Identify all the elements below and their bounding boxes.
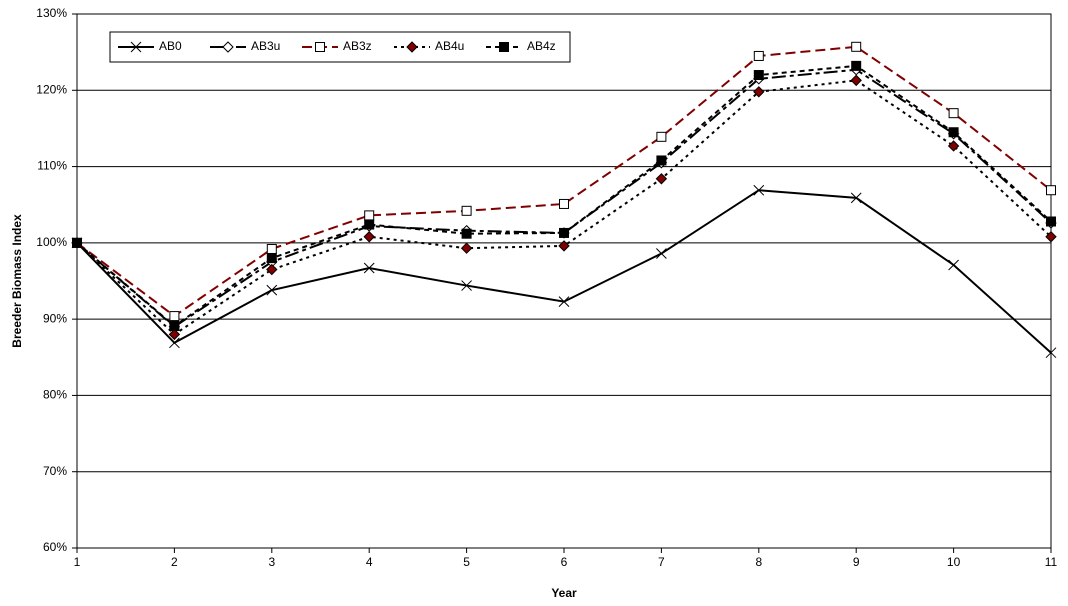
data-point <box>1046 216 1056 227</box>
data-point <box>363 262 375 274</box>
data-point <box>461 205 472 216</box>
x-tick-label: 3 <box>268 555 275 569</box>
data-point <box>753 70 764 81</box>
data-point <box>266 263 278 276</box>
y-tick-label: 110% <box>37 159 67 173</box>
data-point <box>948 259 959 271</box>
data-point <box>168 328 181 341</box>
data-point <box>656 248 667 259</box>
legend-marker <box>315 42 325 52</box>
data-point <box>169 311 180 322</box>
series <box>72 41 1056 322</box>
data-point <box>753 50 764 61</box>
data-point <box>947 140 960 152</box>
data-point <box>558 240 570 252</box>
x-axis-title: Year <box>551 586 577 600</box>
data-point <box>363 231 375 243</box>
data-point <box>656 131 667 142</box>
legend: AB0 AB3u AB3z AB4u AB4z <box>109 31 571 63</box>
data-point <box>461 280 472 291</box>
data-point <box>1045 231 1057 243</box>
x-tick-label: 8 <box>755 555 762 569</box>
legend-box <box>109 31 571 63</box>
data-point <box>266 253 277 264</box>
data-point <box>948 127 959 138</box>
legend-marker <box>406 41 418 53</box>
y-tick-label: 70% <box>43 464 67 478</box>
data-point <box>364 219 375 230</box>
series-line <box>76 68 1052 329</box>
series-line <box>76 64 1052 328</box>
series <box>72 60 1056 332</box>
legend-label: AB4u <box>435 39 464 53</box>
data-point <box>1046 185 1056 196</box>
data-point <box>656 155 667 166</box>
x-tick-label: 4 <box>366 555 373 569</box>
y-axis-title: Breeder Biomass Index <box>10 214 24 348</box>
plot-frame <box>76 13 1052 549</box>
data-point <box>655 173 668 185</box>
data-point <box>850 192 862 204</box>
x-tick-label: 6 <box>561 555 568 569</box>
data-point <box>461 228 472 239</box>
legend-marker <box>130 41 142 53</box>
x-tick-label: 10 <box>947 555 961 569</box>
x-tick-label: 7 <box>658 555 665 569</box>
data-point <box>753 86 765 98</box>
y-tick-label: 130% <box>36 6 67 20</box>
x-tick-label: 5 <box>463 555 470 569</box>
series <box>71 184 1057 359</box>
data-point <box>169 337 180 349</box>
data-point <box>753 184 765 196</box>
data-point <box>851 41 862 52</box>
data-point <box>559 227 569 238</box>
y-tick-label: 80% <box>43 388 67 402</box>
x-tick-label: 2 <box>171 555 178 569</box>
data-point <box>851 60 862 71</box>
data-point <box>460 242 473 254</box>
data-point <box>266 284 278 296</box>
x-tick-label: 9 <box>853 555 860 569</box>
legend-label: AB0 <box>159 39 182 53</box>
y-tick-label: 90% <box>43 311 67 325</box>
data-point <box>1045 347 1057 359</box>
data-point <box>850 74 862 87</box>
x-tick-label: 11 <box>1045 555 1058 569</box>
data-point <box>266 243 277 254</box>
legend-marker <box>222 41 234 53</box>
series-line <box>76 189 1052 354</box>
legend-label: AB4z <box>527 39 556 53</box>
series <box>71 63 1057 333</box>
x-tick-label: 1 <box>74 555 81 569</box>
series-line <box>76 45 1052 318</box>
data-point <box>948 108 959 119</box>
y-tick-label: 100% <box>36 235 67 249</box>
data-point <box>169 321 180 332</box>
legend-label: AB3u <box>251 39 280 53</box>
data-point <box>72 237 82 248</box>
y-tick-label: 60% <box>43 540 67 554</box>
data-point <box>559 198 569 209</box>
y-tick-label: 120% <box>36 82 67 96</box>
legend-marker <box>499 42 509 52</box>
data-point <box>558 296 570 307</box>
legend-label: AB3z <box>343 39 372 53</box>
data-point <box>364 210 375 221</box>
